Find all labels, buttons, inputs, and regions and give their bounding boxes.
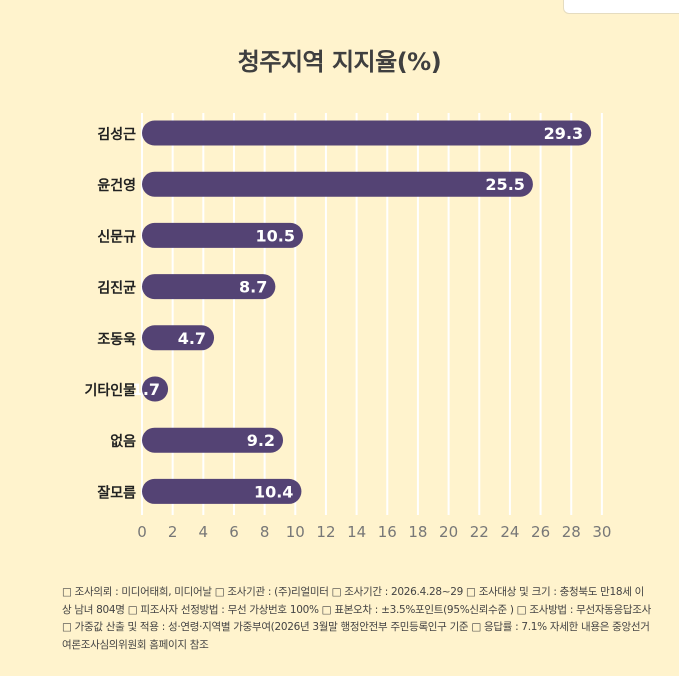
bar (142, 478, 302, 504)
bar-chart: 29.3 김성근 25.5 윤건영 10.5 신문규 8.7 김진균 4.7 조동욱 1.7기타인물… (84, 113, 611, 541)
category-label: 잘모름 (97, 485, 136, 501)
bar (142, 120, 592, 146)
x-tick-label: 6 (229, 523, 239, 541)
survey-footnote: □ 조사의뢰 : 미디어태희, 미디어날 □ 조사기관 : (주)리얼미터 □ … (62, 586, 651, 651)
bar (142, 222, 303, 248)
category-label: 김성근 (97, 126, 136, 143)
x-tick-label: 0 (137, 523, 147, 541)
x-tick-label: 30 (592, 523, 611, 541)
bar-value-label: 8.7 (239, 278, 267, 297)
bar (142, 427, 284, 453)
bar-value-label: 29.3 (544, 124, 583, 143)
x-tick-label: 8 (260, 523, 270, 541)
bar (142, 325, 215, 351)
x-tick-label: 16 (378, 523, 397, 541)
corner-card (563, 0, 679, 14)
bar-value-label: 10.4 (254, 482, 293, 501)
category-label: 윤건영 (97, 177, 136, 194)
bar-value-label: 4.7 (178, 329, 206, 348)
bar-value-label: 9.2 (247, 431, 275, 450)
x-tick-label: 22 (470, 523, 489, 541)
bar-value-label: 1.7 (132, 380, 160, 399)
x-tick-label: 20 (439, 523, 458, 541)
x-tick-label: 24 (500, 523, 519, 541)
category-label: 기타인물 (84, 382, 136, 399)
bar (142, 171, 533, 197)
x-tick-label: 28 (562, 523, 581, 541)
x-tick-label: 10 (286, 523, 305, 541)
x-tick-label: 18 (408, 523, 427, 541)
x-tick-label: 4 (199, 523, 209, 541)
x-tick-label: 12 (316, 523, 335, 541)
x-tick-label: 2 (168, 523, 178, 541)
category-label: 신문규 (97, 229, 136, 245)
category-label: 김진균 (97, 280, 136, 297)
chart-title: 청주지역 지지율(%) (237, 48, 442, 76)
category-label: 조동욱 (97, 332, 136, 348)
bar-value-label: 10.5 (255, 226, 294, 245)
x-tick-label: 14 (347, 523, 366, 541)
bar (142, 274, 276, 300)
bar-value-label: 25.5 (485, 175, 524, 194)
x-tick-label: 26 (531, 523, 550, 541)
bar (142, 376, 169, 402)
category-label: 없음 (110, 434, 136, 450)
